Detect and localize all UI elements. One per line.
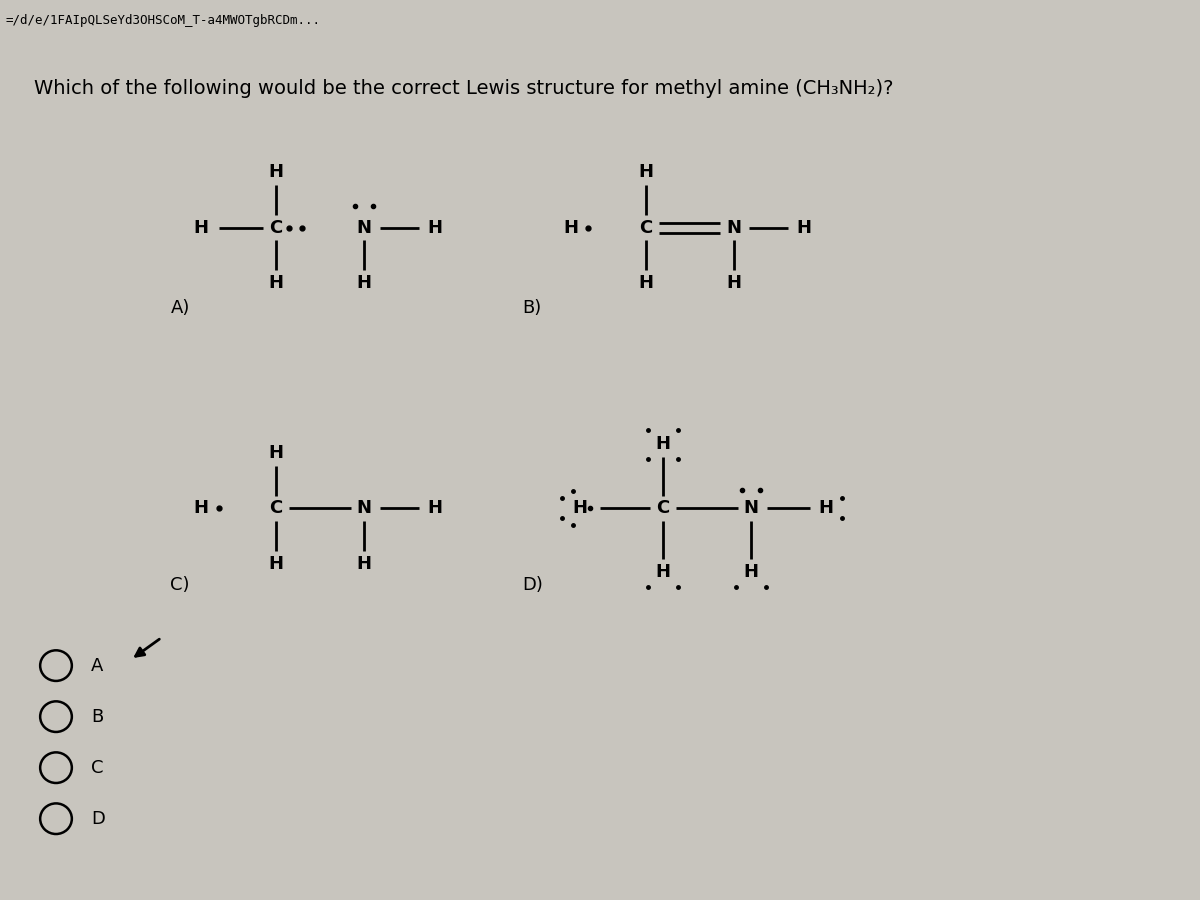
Text: H: H [193,500,209,518]
Text: H: H [726,274,742,292]
Text: B: B [91,707,103,725]
Text: C: C [91,759,103,777]
Text: H: H [797,219,811,237]
Text: N: N [744,500,758,518]
Text: H: H [655,563,671,581]
Text: H: H [655,436,671,454]
Text: C: C [269,219,283,237]
Text: H: H [269,554,283,572]
Text: H: H [427,500,442,518]
Text: A: A [91,657,103,675]
Text: A): A) [170,300,190,318]
Text: H: H [269,163,283,181]
Text: H: H [638,163,653,181]
Text: D): D) [522,576,544,594]
Text: H: H [356,274,372,292]
Text: C): C) [170,576,190,594]
Text: H: H [356,554,372,572]
Text: N: N [726,219,742,237]
Text: H: H [563,219,578,237]
Text: H: H [818,500,834,518]
Text: H: H [427,219,442,237]
Text: C: C [656,500,670,518]
Text: H: H [193,219,209,237]
Text: H: H [638,274,653,292]
Text: C: C [269,500,283,518]
Text: H: H [744,563,758,581]
Text: H: H [269,444,283,462]
Text: D: D [91,810,106,828]
Text: =/d/e/1FAIpQLSeYd3OHSCoM_T-a4MWOTgbRCDm...: =/d/e/1FAIpQLSeYd3OHSCoM_T-a4MWOTgbRCDm.… [6,14,322,27]
Text: H: H [269,274,283,292]
Text: H: H [572,500,587,518]
Text: C: C [638,219,653,237]
Text: N: N [356,219,372,237]
Text: N: N [356,500,372,518]
Text: Which of the following would be the correct Lewis structure for methyl amine (CH: Which of the following would be the corr… [34,79,894,98]
Text: B): B) [522,300,541,318]
